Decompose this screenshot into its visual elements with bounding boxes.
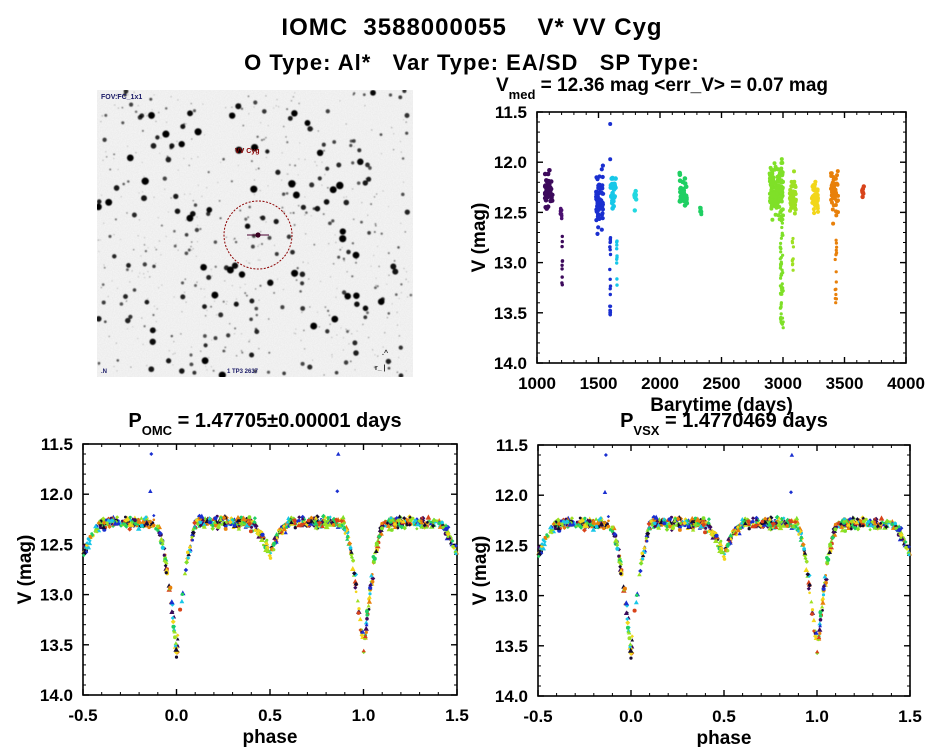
svg-text:2000: 2000 — [641, 374, 679, 393]
svg-text:1.5: 1.5 — [445, 706, 469, 725]
svg-text:12.5: 12.5 — [40, 535, 73, 554]
svg-text:0.0: 0.0 — [619, 707, 643, 726]
svg-text:1.5: 1.5 — [898, 707, 922, 726]
svg-text:14.0: 14.0 — [494, 354, 527, 373]
svg-text:VV Cyg: VV Cyg — [235, 148, 260, 155]
svg-text:13.5: 13.5 — [495, 637, 528, 656]
svg-text:11.5: 11.5 — [496, 436, 528, 455]
svg-text:13.5: 13.5 — [40, 636, 73, 655]
svg-text:0.5: 0.5 — [258, 706, 282, 725]
svg-text:.N: .N — [101, 369, 107, 375]
svg-text:12.0: 12.0 — [495, 486, 528, 505]
svg-text:13.0: 13.0 — [495, 587, 528, 606]
svg-text:13.0: 13.0 — [494, 254, 527, 273]
svg-text:V (mag): V (mag) — [15, 535, 36, 605]
svg-text:12.5: 12.5 — [495, 536, 528, 555]
svg-text:1500: 1500 — [580, 374, 618, 393]
svg-text:phase: phase — [697, 728, 752, 747]
svg-text:V (mag): V (mag) — [470, 536, 491, 606]
svg-text:.^: .^ — [382, 349, 388, 357]
svg-text:3000: 3000 — [764, 374, 802, 393]
svg-text:1000: 1000 — [518, 374, 556, 393]
svg-text:0.0: 0.0 — [165, 706, 189, 725]
svg-text:12.5: 12.5 — [494, 203, 527, 222]
svg-text:14.0: 14.0 — [40, 686, 73, 705]
svg-text:12.0: 12.0 — [494, 153, 527, 172]
svg-text:V (mag): V (mag) — [469, 203, 490, 273]
svg-text:2500: 2500 — [703, 374, 741, 393]
svg-text:11.5: 11.5 — [495, 103, 527, 122]
svg-text:14.0: 14.0 — [495, 687, 528, 706]
svg-text:13.5: 13.5 — [494, 304, 527, 323]
svg-text:3500: 3500 — [826, 374, 864, 393]
svg-text:13.0: 13.0 — [40, 586, 73, 605]
svg-text:1 TP3 2637: 1 TP3 2637 — [227, 369, 259, 375]
svg-text:-0.5: -0.5 — [68, 706, 97, 725]
svg-text:1.0: 1.0 — [352, 706, 376, 725]
svg-text:phase: phase — [243, 727, 298, 747]
svg-text:r_ |: r_ | — [375, 365, 386, 372]
svg-text:0.5: 0.5 — [712, 707, 736, 726]
svg-text:11.5: 11.5 — [41, 435, 73, 454]
svg-text:4000: 4000 — [887, 374, 925, 393]
svg-text:FOV:FC_1x1: FOV:FC_1x1 — [101, 94, 142, 101]
svg-text:12.0: 12.0 — [40, 485, 73, 504]
svg-text:-0.5: -0.5 — [523, 707, 552, 726]
svg-text:1.0: 1.0 — [805, 707, 829, 726]
